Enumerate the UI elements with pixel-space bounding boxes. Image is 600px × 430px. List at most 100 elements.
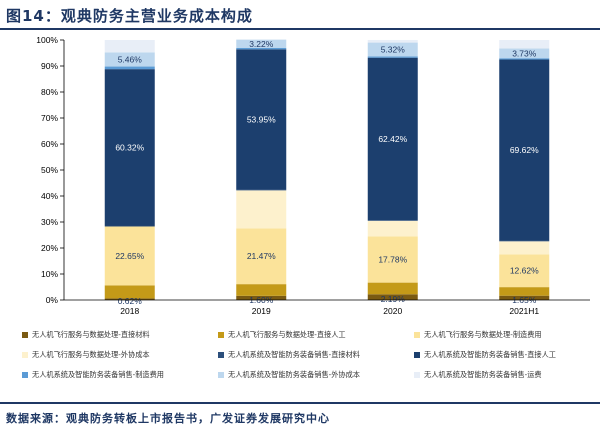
legend-item: 无人机系统及智能防务装备销售-直接材料 [218, 350, 360, 360]
source-note: 数据来源：观典防务转板上市报告书，广发证券发展研究中心 [6, 412, 330, 425]
legend-label: 无人机系统及智能防务装备销售-外协成本 [228, 370, 360, 379]
data-label: 22.65% [115, 251, 144, 261]
bar-segment [367, 56, 418, 58]
bar-segment [499, 295, 550, 300]
chart-title: 图14：观典防务主营业务成本构成 [6, 7, 253, 25]
y-tick-label: 90% [41, 61, 58, 71]
title-bar: 图14：观典防务主营业务成本构成 [0, 0, 600, 30]
bar-segment [499, 254, 550, 288]
legend-row: 无人机飞行服务与数据处理-直接材料 无人机飞行服务与数据处理-直接人工 无人机飞行服… [22, 330, 598, 342]
legend-item: 无人机系统及智能防务装备销售-制造费用 [22, 370, 164, 380]
legend-row: 无人机系统及智能防务装备销售-制造费用 无人机系统及智能防务装备销售-外协成本 无人… [22, 370, 598, 382]
bar-segment [236, 284, 287, 296]
y-tick-label: 40% [41, 191, 58, 201]
data-label: 60.32% [115, 143, 144, 153]
legend-swatch [414, 372, 420, 378]
bar-segment [499, 240, 550, 242]
x-axis: 2018 2019 2020 2021H1 [64, 299, 590, 316]
bar-segment [499, 59, 550, 241]
legend-label: 无人机系统及智能防务装备销售-直接人工 [424, 350, 556, 359]
x-tick-label: 2020 [383, 306, 402, 316]
bar-segment [236, 39, 287, 49]
bar-segment [104, 226, 155, 286]
data-label: 2.19% [381, 294, 406, 304]
data-label: 3.73% [512, 48, 537, 58]
bar-segment [367, 294, 418, 300]
legend-label: 无人机系统及智能防务装备销售-运费 [424, 370, 542, 379]
legend-label: 无人机系统及智能防务装备销售-直接材料 [228, 350, 360, 359]
data-label: 21.47% [247, 251, 276, 261]
legend-swatch [218, 372, 224, 378]
y-tick-label: 20% [41, 243, 58, 253]
stacked-bar-chart: 0% 10% 20% 30% 40% 50% 60% 70% 80% 90% 100% 0.62% 1… [36, 35, 590, 316]
data-label: 62.42% [378, 134, 407, 144]
x-tick-label: 2021H1 [509, 306, 539, 316]
data-label: 69.62% [510, 145, 539, 155]
bar-segment [236, 189, 287, 191]
bar-segment [104, 69, 155, 226]
bar-segment [367, 219, 418, 221]
legend-swatch [414, 332, 420, 338]
y-tick-label: 80% [41, 87, 58, 97]
data-label: 53.95% [247, 114, 276, 124]
bar-segment [499, 48, 550, 59]
legend-item: 无人机飞行服务与数据处理-制造费用 [414, 330, 542, 340]
legend-item: 无人机系统及智能防务装备销售-外协成本 [218, 370, 360, 380]
legend-swatch [22, 332, 28, 338]
data-label: 5.46% [118, 54, 143, 64]
bar-segment [104, 225, 155, 227]
bar-segment [367, 39, 418, 43]
legend-row: 无人机飞行服务与数据处理-外协成本 无人机系统及智能防务装备销售-直接材料 无人机系… [22, 350, 598, 362]
bar-segment [236, 48, 287, 50]
bar-segment [367, 57, 418, 220]
bar-segment [104, 66, 155, 70]
y-tick-label: 60% [41, 139, 58, 149]
bar-segment [367, 282, 418, 295]
x-tick-label: 2018 [120, 306, 139, 316]
y-tick-label: 100% [36, 35, 58, 45]
bar-segment [499, 241, 550, 255]
bar-segment [236, 190, 287, 229]
bar-segment [499, 287, 550, 296]
bar-segment [236, 49, 287, 190]
data-label-group: 0.62% 1.60% 2.19% 1.65%22.65% 21.47% 17.78%12… [115, 39, 539, 306]
x-tick-label: 2019 [252, 306, 271, 316]
legend-item: 无人机系统及智能防务装备销售-直接人工 [414, 350, 556, 360]
source-bar: 数据来源：观典防务转板上市报告书，广发证券发展研究中心 [0, 402, 600, 430]
bar-segment [367, 42, 418, 57]
legend-item: 无人机系统及智能防务装备销售-运费 [414, 370, 542, 380]
y-axis: 0% 10% 20% 30% 40% 50% 60% 70% 80% 90% 100% [36, 35, 65, 305]
legend-label: 无人机飞行服务与数据处理-制造费用 [424, 330, 542, 339]
y-tick-label: 10% [41, 269, 58, 279]
data-label: 0.62% [118, 296, 143, 306]
data-label: 17.78% [378, 254, 407, 264]
bar-segment [104, 40, 155, 53]
y-tick-label: 30% [41, 217, 58, 227]
bar-group [104, 39, 550, 300]
data-label: 12.62% [510, 266, 539, 276]
legend-swatch [414, 352, 420, 358]
bar-segment [104, 52, 155, 67]
legend-label: 无人机飞行服务与数据处理-外协成本 [32, 350, 150, 359]
y-tick-label: 0% [46, 295, 59, 305]
bar-segment [367, 236, 418, 283]
bar-segment [104, 298, 155, 300]
legend-swatch [22, 352, 28, 358]
legend-swatch [22, 372, 28, 378]
data-label: 3.22% [249, 39, 274, 49]
legend-swatch [218, 352, 224, 358]
bar-segment [236, 228, 287, 285]
legend-item: 无人机飞行服务与数据处理-外协成本 [22, 350, 150, 360]
legend-label: 无人机系统及智能防务装备销售-制造费用 [32, 370, 164, 379]
y-tick-label: 70% [41, 113, 58, 123]
legend-swatch [218, 332, 224, 338]
bar-segment [367, 220, 418, 237]
data-label: 5.32% [381, 44, 406, 54]
bar-segment [236, 295, 287, 300]
legend-item: 无人机飞行服务与数据处理-直接人工 [218, 330, 346, 340]
bar-segment [499, 58, 550, 60]
legend-item: 无人机飞行服务与数据处理-直接材料 [22, 330, 150, 340]
legend-label: 无人机飞行服务与数据处理-直接材料 [32, 330, 150, 339]
bar-segment [104, 285, 155, 299]
y-tick-label: 50% [41, 165, 58, 175]
